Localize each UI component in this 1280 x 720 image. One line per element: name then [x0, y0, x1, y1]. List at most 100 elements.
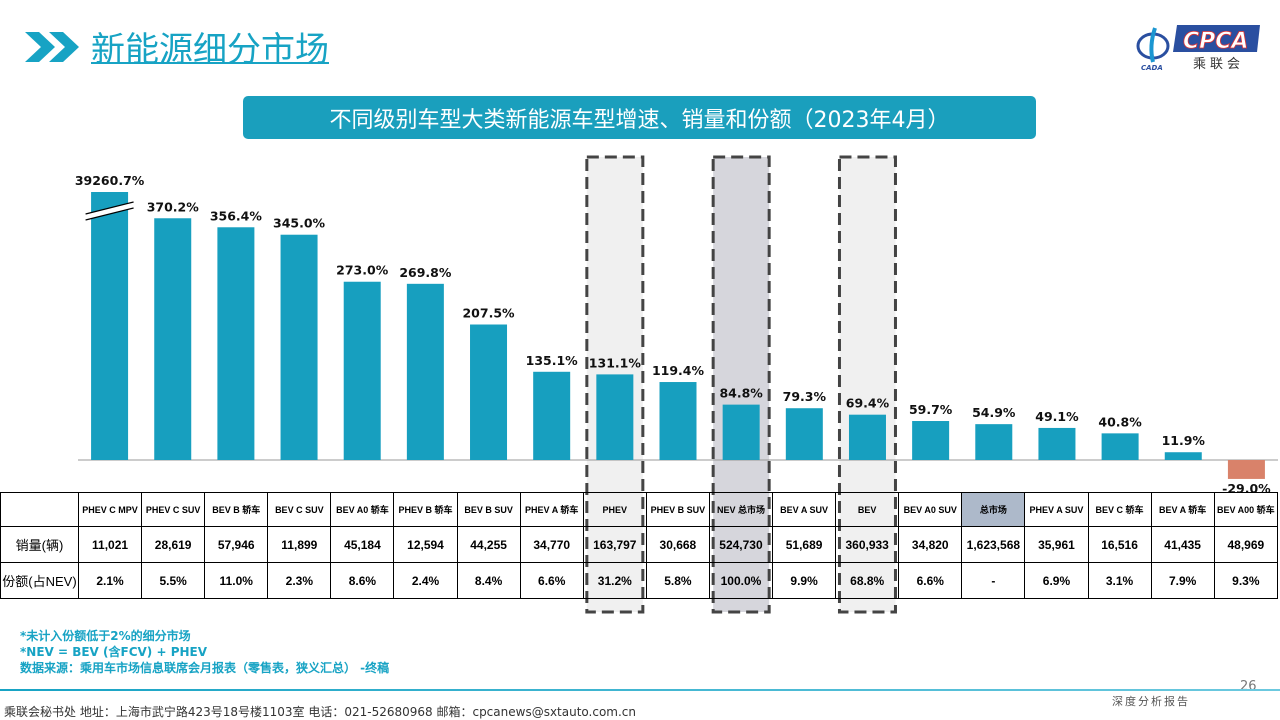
- bar: [1101, 433, 1139, 460]
- page-title: 新能源细分市场: [91, 30, 329, 70]
- column-header: PHEV B 轿车: [393, 492, 458, 527]
- data-label: 370.2%: [147, 199, 200, 214]
- data-label: 11.9%: [1162, 433, 1206, 448]
- bar: [343, 281, 381, 460]
- share-cell: 3.1%: [1087, 562, 1152, 599]
- footnotes: *未计入份额低于2%的细分市场 *NEV = BEV (含FCV) + PHEV…: [20, 628, 389, 676]
- bar: [217, 227, 255, 460]
- bar: [785, 408, 823, 460]
- data-label: 49.1%: [1035, 409, 1079, 424]
- sales-cell: 360,933: [835, 526, 900, 563]
- column-header: BEV C 轿车: [1087, 492, 1152, 527]
- share-cell: -: [961, 562, 1026, 599]
- column-header: PHEV: [582, 492, 647, 527]
- bar: [912, 421, 950, 460]
- share-cell: 6.9%: [1024, 562, 1089, 599]
- column-header: PHEV A SUV: [1024, 492, 1089, 527]
- column-header: BEV A SUV: [772, 492, 837, 527]
- bar: [154, 218, 192, 460]
- note: *未计入份额低于2%的细分市场: [20, 629, 191, 643]
- sales-cell: 11,899: [267, 526, 332, 563]
- double-chevron-right-icon: [25, 31, 79, 62]
- share-cell: 7.9%: [1150, 562, 1215, 599]
- data-label: 269.8%: [399, 265, 452, 280]
- data-label: 135.1%: [526, 353, 579, 368]
- svg-text:CPCA: CPCA: [1183, 29, 1248, 54]
- data-label: 356.4%: [210, 208, 263, 223]
- column-header: BEV B SUV: [456, 492, 521, 527]
- data-label: 131.1%: [589, 355, 642, 370]
- data-label: 79.3%: [783, 389, 827, 404]
- axis-break-line: [85, 207, 134, 221]
- column-header: BEV A0 轿车: [330, 492, 395, 527]
- row-label-sales: 销量(辆): [0, 526, 79, 563]
- data-table: PHEV C MPV PHEV C SUV BEV B 轿车 BEV C SUV BEV…: [0, 492, 1279, 599]
- share-cell: 5.5%: [141, 562, 206, 599]
- bar: [406, 283, 444, 460]
- data-label: 54.9%: [972, 405, 1016, 420]
- bar: [1164, 452, 1202, 460]
- share-cell: 8.4%: [456, 562, 521, 599]
- sales-cell: 34,770: [519, 526, 584, 563]
- bar: [848, 414, 886, 460]
- column-header: PHEV C MPV: [77, 492, 143, 527]
- axis-break-mark: [85, 202, 134, 220]
- data-label: 345.0%: [273, 216, 326, 231]
- data-label: 39260.7%: [75, 173, 145, 188]
- data-label: 119.4%: [652, 363, 705, 378]
- bar: [470, 324, 508, 460]
- column-header: BEV A00 轿车: [1213, 492, 1279, 527]
- share-cell: 2.1%: [77, 562, 143, 599]
- bar: [659, 382, 697, 460]
- sales-cell: 28,619: [141, 526, 206, 563]
- column-header: PHEV A 轿车: [519, 492, 584, 527]
- share-cell: 11.0%: [204, 562, 269, 599]
- column-header: PHEV C SUV: [141, 492, 206, 527]
- data-label: 207.5%: [462, 306, 515, 321]
- axis-break-line: [85, 201, 134, 215]
- page-number: 26: [1240, 679, 1257, 694]
- page-header: 新能源细分市场: [25, 22, 329, 71]
- column-header: 总市场: [961, 492, 1026, 527]
- data-label: 59.7%: [909, 402, 953, 417]
- data-label: 84.8%: [719, 386, 763, 401]
- footer-contact: 乘联会秘书处 地址：上海市武宁路423号18号楼1103室 电话：021-526…: [4, 705, 637, 719]
- share-cell: 2.3%: [267, 562, 332, 599]
- bar: [596, 374, 634, 460]
- sales-cell: 524,730: [708, 526, 774, 563]
- sales-cell: 51,689: [772, 526, 837, 563]
- sales-cell: 12,594: [393, 526, 458, 563]
- column-header: NEV 总市场: [708, 492, 774, 527]
- sales-cell: 48,969: [1213, 526, 1279, 563]
- bar: [91, 192, 129, 460]
- sales-cell: 41,435: [1150, 526, 1215, 563]
- sales-cell: 16,516: [1087, 526, 1152, 563]
- note: *NEV = BEV (含FCV) + PHEV: [20, 645, 208, 659]
- bar: [1038, 427, 1076, 460]
- share-cell: 9.3%: [1213, 562, 1279, 599]
- share-cell: 6.6%: [519, 562, 584, 599]
- table-corner: [0, 492, 79, 527]
- svg-text:乘联会: 乘联会: [1193, 57, 1244, 72]
- data-label: 273.0%: [336, 263, 389, 278]
- sales-cell: 30,668: [645, 526, 710, 563]
- column-header: BEV B 轿车: [204, 492, 269, 527]
- svg-text:CADA: CADA: [1141, 64, 1163, 72]
- footer-divider: [0, 689, 1280, 691]
- sales-cell: 1,623,568: [961, 526, 1026, 563]
- sales-cell: 57,946: [204, 526, 269, 563]
- sales-cell: 45,184: [330, 526, 395, 563]
- share-cell: 100.0%: [708, 562, 774, 599]
- sales-cell: 163,797: [582, 526, 647, 563]
- sales-cell: 11,021: [77, 526, 143, 563]
- sales-cell: 34,820: [898, 526, 963, 563]
- bar: [1227, 460, 1265, 479]
- share-cell: 8.6%: [330, 562, 395, 599]
- bar: [533, 371, 571, 460]
- column-header: BEV: [835, 492, 900, 527]
- share-cell: 68.8%: [835, 562, 900, 599]
- share-cell: 2.4%: [393, 562, 458, 599]
- share-cell: 31.2%: [582, 562, 647, 599]
- data-label: 40.8%: [1098, 414, 1142, 429]
